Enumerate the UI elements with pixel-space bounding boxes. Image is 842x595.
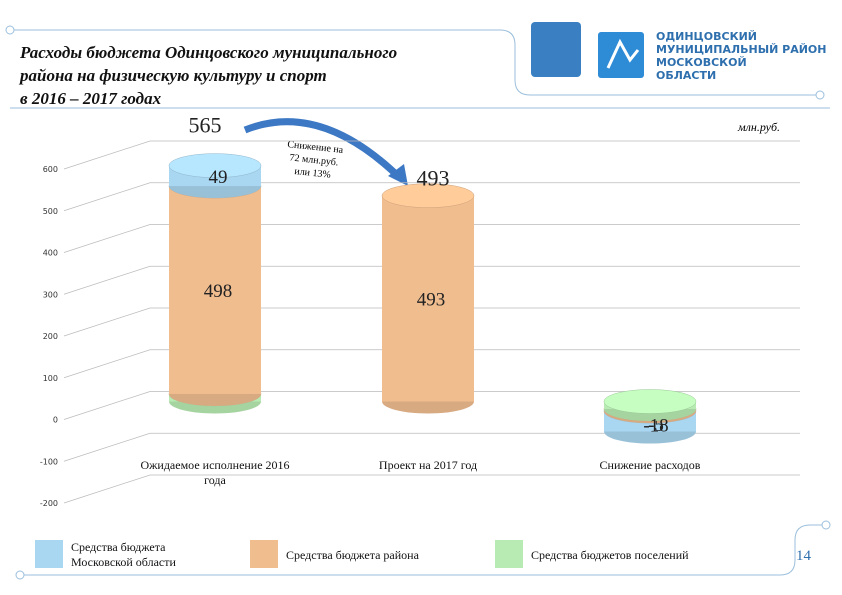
grid-line <box>63 140 800 170</box>
value-label: 493 <box>417 290 446 311</box>
legend-label: Средства бюджета Московской области <box>71 540 176 569</box>
grid-line <box>63 224 800 253</box>
page-number: 14 <box>796 548 812 564</box>
cylinder-top <box>603 389 697 414</box>
y-tick-label: -200 <box>40 499 58 508</box>
grid-line <box>63 432 800 462</box>
x-tick-label: Снижение расходов <box>599 458 701 472</box>
y-tick-label: 200 <box>43 332 58 341</box>
value-label: -18 <box>643 416 668 437</box>
logo <box>531 22 644 78</box>
grid-line <box>63 474 800 504</box>
title: в 2016 – 2017 годах <box>20 89 162 108</box>
y-tick-label: 400 <box>43 249 58 258</box>
value-label: 49 <box>209 167 228 188</box>
grid-line <box>63 307 800 337</box>
annotation: 72 млн.руб. <box>289 152 339 168</box>
value-label: 498 <box>204 281 233 302</box>
title: района на физическую культуру и спорт <box>18 66 327 85</box>
logo-text: МОСКОВСКОЙ <box>656 56 747 69</box>
y-tick-label: 0 <box>53 416 58 425</box>
legend-swatch <box>495 540 523 568</box>
y-tick-label: 600 <box>43 165 58 174</box>
y-tick-label: 500 <box>43 207 58 216</box>
y-tick-label: -100 <box>40 457 58 466</box>
legend-label: Средства бюджета района <box>286 548 419 562</box>
legend-label: Средства бюджетов поселений <box>531 548 689 562</box>
title: Расходы бюджета Одинцовского муниципальн… <box>19 43 397 62</box>
x-tick-label: Проект на 2017 год <box>378 458 478 472</box>
y-tick-label: 100 <box>43 374 58 383</box>
logo-text: ОДИНЦОВСКИЙ <box>656 30 757 43</box>
unit: млн.руб. <box>737 120 780 134</box>
annotation: или 13% <box>294 166 331 181</box>
arrow <box>243 118 403 181</box>
grid-line <box>63 391 800 420</box>
arrow-head <box>388 164 408 186</box>
decor <box>5 25 831 580</box>
legend-swatch <box>250 540 278 568</box>
grid-line <box>63 265 800 295</box>
x-tick-label: Ожидаемое исполнение 2016 года <box>140 458 290 487</box>
logo-text: МУНИЦИПАЛЬНЫЙ РАЙОН <box>656 43 826 56</box>
cylinder-top <box>168 153 262 178</box>
grid-line <box>63 349 800 379</box>
total-label: 493 <box>417 166 450 191</box>
cylinder-body <box>169 186 261 394</box>
cylinder-body <box>382 195 474 402</box>
total-label: 565 <box>189 113 222 138</box>
cylinder-top <box>381 183 475 208</box>
y-tick-label: 300 <box>43 290 58 299</box>
logo-text: ОБЛАСТИ <box>656 69 716 82</box>
legend-swatch <box>35 540 63 568</box>
grid-line <box>63 182 800 212</box>
